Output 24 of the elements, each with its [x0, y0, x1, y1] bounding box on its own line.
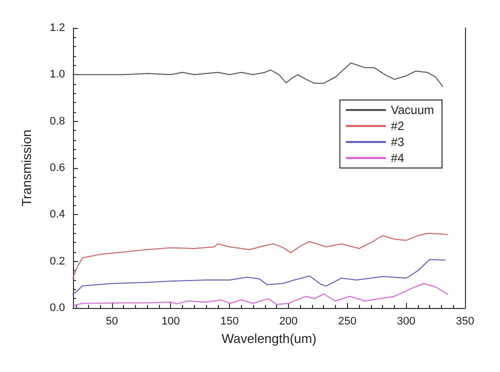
legend-label: #2 — [390, 119, 405, 133]
y-tick-label: 0.8 — [50, 115, 65, 128]
line-series — [72, 232, 448, 278]
x-tick-label: 100 — [162, 316, 180, 328]
line-series — [72, 62, 444, 87]
x-tick-label: 250 — [338, 316, 356, 328]
legend-label: Vacuum — [390, 103, 434, 117]
y-axis-title: Transmission — [19, 130, 34, 206]
x-tick-label: 150 — [220, 316, 239, 328]
y-tick-label: 0.0 — [50, 302, 65, 314]
x-axis-title: Wavelength(um) — [222, 330, 316, 346]
y-tick-label: 0.2 — [50, 255, 65, 268]
y-tick-label: 0.6 — [50, 162, 65, 174]
legend-label: #4 — [390, 151, 405, 165]
x-tick-label: 300 — [396, 316, 416, 328]
y-tick-label: 1.2 — [50, 22, 65, 34]
x-tick-label: 200 — [279, 316, 298, 328]
x-tick-label: 350 — [456, 316, 474, 328]
line-series — [72, 283, 448, 306]
y-tick-label: 1.0 — [50, 68, 65, 81]
x-tick-label: 50 — [106, 316, 118, 328]
legend-label: #3 — [390, 135, 405, 149]
y-tick-label: 0.4 — [50, 208, 65, 221]
line-series — [72, 258, 446, 294]
